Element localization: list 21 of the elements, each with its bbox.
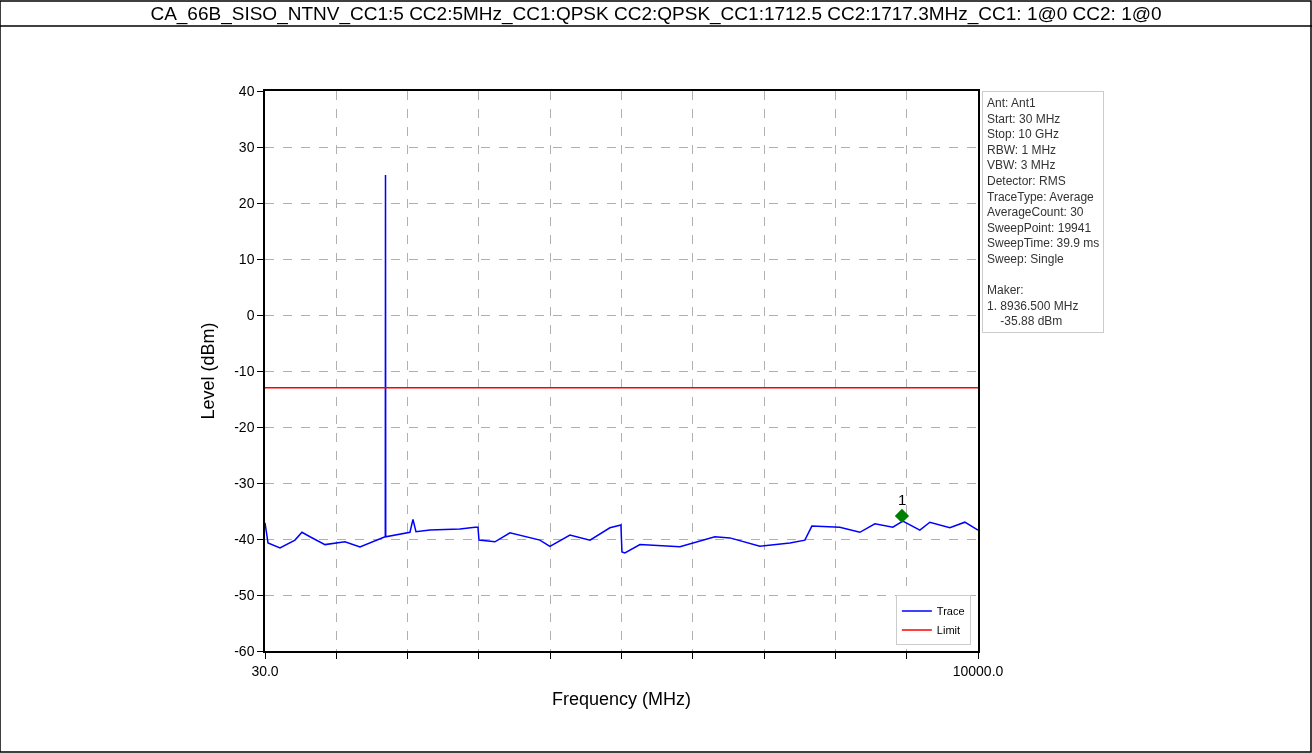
legend-label: Trace bbox=[936, 605, 965, 618]
y-tick-label: 20 bbox=[238, 194, 255, 211]
y-tick-label: -50 bbox=[234, 586, 255, 603]
y-tick-label: 0 bbox=[246, 306, 255, 323]
legend-label: Limit bbox=[936, 624, 961, 637]
y-tick-label: 40 bbox=[238, 82, 255, 99]
annotation: 1 bbox=[898, 491, 907, 508]
y-tick-label: -60 bbox=[234, 642, 255, 659]
x-axis-title: Frequency (MHz) bbox=[551, 689, 692, 710]
y-tick-label: -10 bbox=[234, 362, 255, 379]
y-tick-label: 10 bbox=[238, 250, 255, 267]
y-tick-label: -20 bbox=[234, 418, 255, 435]
y-tick-label: -40 bbox=[234, 530, 255, 547]
line-series bbox=[265, 174, 978, 554]
x-tick-label: 10000.0 bbox=[952, 662, 1004, 679]
text: Ant: Ant1 Start: 30 MHz Stop: 10 GHz RBW: 1 MHz VBW: 3 MHz Detector: RMS TraceType: Average AverageCount: 30 SweepPoint: 19941 SweepTime: 39.9 ms Sweep: Single Maker: 1. 8936.500 MHz -35.88 dBm bbox=[987, 96, 1100, 329]
chart-title: CA_66B_SISO_NTNV_CC1:5 CC2:5MHz_CC1:QPSK CC2:QPSK_CC1:1712.5 CC2:1717.3MHz_CC1: 1@0 CC2: 1@0 bbox=[150, 2, 1162, 25]
x-tick-label: 30.0 bbox=[251, 662, 279, 679]
y-tick-label: -30 bbox=[234, 474, 255, 491]
y-tick-label: 30 bbox=[238, 138, 255, 155]
y-axis-title: Level (dBm) bbox=[197, 322, 218, 420]
